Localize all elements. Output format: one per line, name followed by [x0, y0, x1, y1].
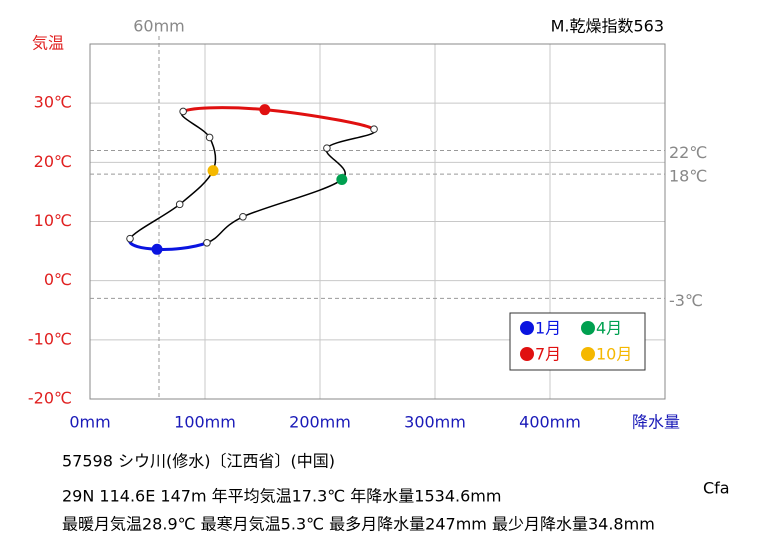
- x-axis-title: 降水量: [632, 413, 680, 432]
- x-tick-label: 400mm: [519, 413, 581, 432]
- month-point: [205, 133, 214, 142]
- climate-line: [326, 128, 377, 149]
- legend-label: 10月: [596, 345, 632, 364]
- y-tick-label: -20℃: [28, 389, 72, 408]
- info-line: 最暖月気温28.9℃ 最寒月気温5.3℃ 最多月降水量247mm 最少月降水量3…: [62, 515, 655, 534]
- reference-label: 60mm: [133, 17, 185, 36]
- y-tick-label: 10℃: [34, 211, 72, 230]
- month-point: [336, 173, 348, 185]
- legend-label: 7月: [535, 345, 561, 364]
- station: 57598 シウ川(修水)〔江西省〕(中国): [62, 452, 335, 471]
- x-tick-label: 0mm: [69, 413, 110, 432]
- climate-line: [242, 178, 343, 218]
- plot-frame: [89, 43, 666, 400]
- y-tick-label: 20℃: [34, 152, 72, 171]
- month-point: [207, 165, 219, 177]
- reference-label: 22℃: [669, 143, 707, 162]
- legend-marker: [581, 321, 595, 335]
- legend-label: 4月: [596, 319, 622, 338]
- y-tick-label: 30℃: [34, 93, 72, 112]
- legend-label: 1月: [535, 319, 561, 338]
- month-point: [151, 243, 163, 255]
- y-axis-title: 気温: [32, 34, 64, 53]
- climate-line: [182, 106, 265, 113]
- reference-label: -3℃: [669, 291, 703, 310]
- climate-class: Cfa: [703, 479, 730, 498]
- x-tick-label: 100mm: [174, 413, 236, 432]
- month-point: [179, 107, 187, 116]
- climate-line: [179, 170, 214, 205]
- legend-marker: [581, 347, 595, 361]
- y-tick-label: 0℃: [44, 270, 72, 289]
- month-point: [175, 200, 184, 209]
- legend-marker: [520, 347, 534, 361]
- month-point: [323, 144, 331, 152]
- month-point: [259, 104, 271, 116]
- y-tick-label: -10℃: [28, 329, 72, 348]
- month-point: [239, 212, 247, 221]
- climate-line: [156, 241, 208, 251]
- month-point: [126, 234, 134, 243]
- index-label: M.乾燥指数563: [551, 17, 664, 36]
- climate-line: [264, 108, 375, 131]
- climate-line: [206, 216, 244, 244]
- x-tick-label: 200mm: [289, 413, 351, 432]
- reference-label: 18℃: [669, 167, 707, 186]
- info-line: 29N 114.6E 147m 年平均気温17.3℃ 年降水量1534.6mm: [62, 487, 501, 506]
- legend-marker: [520, 321, 534, 335]
- x-tick-label: 300mm: [404, 413, 466, 432]
- month-point: [370, 125, 378, 133]
- legend-box: [509, 312, 646, 371]
- month-point: [203, 239, 211, 247]
